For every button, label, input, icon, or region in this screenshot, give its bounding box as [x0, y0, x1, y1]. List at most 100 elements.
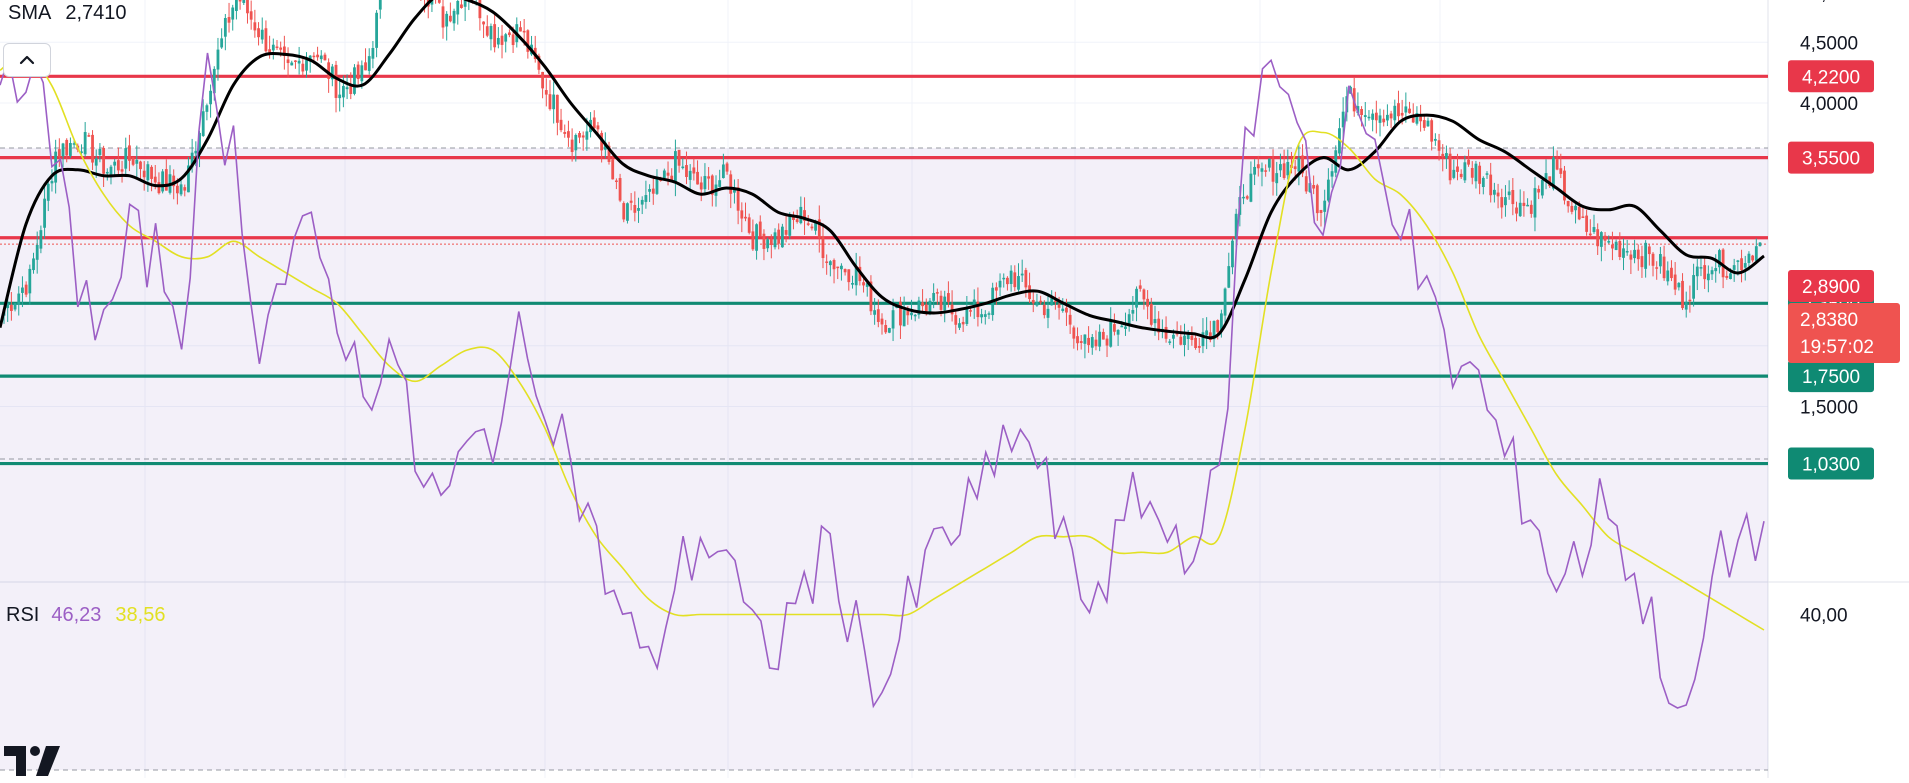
candle-body	[611, 159, 614, 179]
candle-body	[228, 17, 231, 23]
candle	[368, 48, 371, 74]
candle-body	[183, 187, 186, 190]
candle-body	[969, 310, 972, 312]
candle-body	[910, 313, 913, 316]
candle-body	[1286, 162, 1289, 175]
candle	[626, 202, 629, 223]
candle	[209, 85, 212, 118]
candle	[442, 0, 445, 39]
candle-body	[755, 224, 758, 251]
candle	[276, 40, 279, 50]
level-label-text: 1,7500	[1802, 367, 1860, 388]
candle-body	[523, 31, 526, 33]
candle-body	[235, 0, 238, 11]
candle	[1393, 100, 1396, 128]
candle-body	[1172, 335, 1175, 339]
candle-body	[936, 292, 939, 294]
candle-body	[202, 111, 205, 136]
sma-label: SMA	[8, 2, 51, 24]
candle-body	[988, 313, 991, 315]
level-label-text: 3,5500	[1802, 149, 1860, 170]
rsi-tick-label: 40,00	[1800, 606, 1848, 627]
candle-body	[1131, 310, 1134, 314]
candle-body	[1452, 170, 1455, 178]
candle-body	[117, 160, 120, 170]
candle-body	[357, 65, 360, 79]
candle-body	[17, 294, 20, 305]
candle-body	[91, 135, 94, 163]
candle-body	[644, 195, 647, 202]
candle-body	[1596, 229, 1599, 246]
candle-body	[1456, 166, 1459, 171]
candle-body	[1224, 289, 1227, 316]
candle-body	[1508, 192, 1511, 196]
candle	[1430, 118, 1433, 150]
candle-body	[667, 173, 670, 176]
candle-body	[1582, 216, 1585, 218]
candle-body	[1190, 336, 1193, 340]
candle-body	[497, 38, 500, 45]
candle-body	[1633, 250, 1636, 258]
rsi-tick-label: 80,00	[1800, 0, 1848, 5]
candle	[563, 125, 566, 138]
tradingview-logo[interactable]	[2, 742, 72, 783]
candle	[622, 201, 625, 222]
candle-body	[567, 131, 570, 138]
candle-body	[372, 48, 375, 59]
candle-body	[903, 310, 906, 326]
candle	[1412, 103, 1415, 123]
candle-body	[940, 296, 943, 310]
candle-body	[785, 230, 788, 235]
candle-body	[1556, 159, 1559, 169]
candle-body	[1297, 158, 1300, 172]
candle-body	[1430, 120, 1433, 141]
candle-body	[781, 227, 784, 248]
candle-body	[1689, 300, 1692, 302]
candle-body	[1681, 281, 1684, 308]
candle	[161, 169, 164, 193]
candle-body	[298, 61, 301, 64]
candle-body	[1703, 265, 1706, 279]
candle	[1423, 116, 1426, 130]
candle-body	[442, 6, 445, 27]
candle-body	[1666, 270, 1669, 281]
candle	[1382, 110, 1385, 127]
candle	[272, 39, 275, 60]
candle-body	[1397, 103, 1400, 116]
candle-body	[1036, 302, 1039, 306]
candle-body	[597, 125, 600, 129]
candle-body	[1541, 180, 1544, 195]
candle-body	[250, 11, 253, 19]
candle-body	[1076, 336, 1079, 343]
rsi-band	[0, 148, 1768, 770]
candle-body	[375, 13, 378, 48]
candle-body	[1578, 207, 1581, 220]
candle-body	[718, 180, 721, 187]
candle-body	[881, 319, 884, 325]
candle-body	[445, 14, 448, 27]
candle	[294, 60, 297, 69]
candle-body	[165, 169, 168, 191]
candle-body	[637, 208, 640, 211]
candle-body	[1364, 115, 1367, 117]
candle-body	[294, 60, 297, 62]
candle-body	[748, 217, 751, 232]
candle-body	[1419, 117, 1422, 122]
candle-body	[1489, 175, 1492, 196]
candle-body	[1648, 246, 1651, 254]
candle-body	[180, 184, 183, 194]
candle	[309, 55, 312, 73]
candle-body	[1098, 332, 1101, 347]
candle-body	[1434, 139, 1437, 141]
rsi-label: RSI	[6, 604, 39, 626]
candle-body	[1449, 154, 1452, 181]
candle	[1379, 109, 1382, 137]
collapse-legend-button[interactable]	[3, 43, 51, 77]
candle-body	[962, 322, 965, 324]
candle-body	[549, 94, 552, 109]
candle-body	[379, 0, 382, 10]
candle	[228, 3, 231, 33]
